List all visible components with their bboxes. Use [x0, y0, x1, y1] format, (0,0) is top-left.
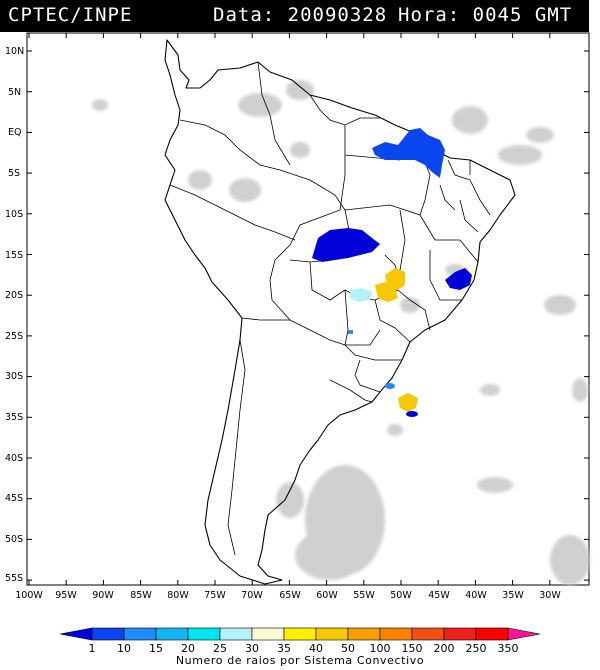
- lat-label: 20S: [5, 290, 23, 301]
- political-boundaries: [169, 61, 491, 556]
- lon-label: 30W: [539, 590, 561, 601]
- source-label: CPTEC/INPE: [8, 4, 133, 26]
- colorbar-label: 150: [402, 642, 423, 655]
- colorbar-box: [251, 627, 285, 641]
- lat-label: 25S: [5, 331, 23, 342]
- colorbar-label: 10: [117, 642, 131, 655]
- colorbar-label: 50: [341, 642, 355, 655]
- colorbar-boxes: [91, 627, 509, 641]
- colorbar-box: [187, 627, 221, 641]
- colorbar-label: 200: [434, 642, 455, 655]
- convective-system-mato-grosso: [312, 228, 380, 262]
- colorbar-box: [379, 627, 413, 641]
- convective-system-minas: [445, 268, 472, 290]
- colorbar-box: [219, 627, 253, 641]
- lat-label: 55S: [5, 573, 23, 584]
- colorbar-label: 30: [245, 642, 259, 655]
- lon-label: 35W: [502, 590, 524, 601]
- south-america-coastline: [164, 39, 516, 585]
- colorbar-label: 250: [466, 642, 487, 655]
- lon-label: 60W: [316, 590, 338, 601]
- colorbar-box: [475, 627, 509, 641]
- satellite-clouds: [92, 80, 590, 585]
- lon-label: 75W: [204, 590, 226, 601]
- lat-label: 40S: [5, 453, 23, 464]
- longitude-labels: 100W 95W 90W 85W 80W 75W 70W 65W 60W 55W…: [15, 590, 561, 601]
- lon-label: 65W: [279, 590, 301, 601]
- hour-label: Hora: 0045 GMT: [398, 4, 573, 26]
- lat-label: 10N: [5, 46, 24, 57]
- map-frame: [26, 32, 590, 586]
- convective-system-atlantic-core: [406, 411, 418, 417]
- latitude-labels: 10N 5N EQ 5S 10S 15S 20S 25S 30S 35S 40S…: [5, 46, 24, 584]
- colorbar-box: [347, 627, 381, 641]
- colorbar-label: 100: [370, 642, 391, 655]
- axis-ticks: [27, 33, 589, 585]
- colorbar-high-arrow: [507, 627, 541, 641]
- convective-system-para: [372, 128, 445, 178]
- lon-label: 45W: [428, 590, 450, 601]
- lat-label: 50S: [5, 534, 23, 545]
- colorbar-caption: Numero de raios por Sistema Convectivo: [176, 654, 424, 667]
- colorbar-label: 15: [149, 642, 163, 655]
- lat-label: 10S: [5, 209, 23, 220]
- lon-label: 55W: [353, 590, 375, 601]
- lat-label: 5N: [8, 87, 21, 98]
- lat-label: 45S: [5, 493, 23, 504]
- lat-label: EQ: [8, 127, 21, 138]
- lat-label: 35S: [5, 412, 23, 423]
- colorbar-box: [91, 627, 125, 641]
- colorbar-labels: 1 10 15 20 25 30 35 40 50 100 150 200 25…: [89, 642, 519, 655]
- colorbar-box: [443, 627, 477, 641]
- lon-label: 90W: [92, 590, 114, 601]
- lon-label: 100W: [15, 590, 43, 601]
- lon-label: 85W: [130, 590, 152, 601]
- convective-system-ms-south: [375, 282, 398, 302]
- convective-system-atlantic: [398, 393, 418, 412]
- colorbar-label: 25: [213, 642, 227, 655]
- colorbar-box: [411, 627, 445, 641]
- convective-system-bolivia: [350, 288, 372, 302]
- convective-system-small: [348, 330, 353, 334]
- date-label: Data: 20090328: [213, 4, 388, 26]
- colorbar-label: 35: [277, 642, 291, 655]
- colorbar-box: [155, 627, 189, 641]
- lat-label: 5S: [8, 168, 20, 179]
- colorbar-label: 20: [181, 642, 195, 655]
- convective-systems: [312, 128, 472, 417]
- colorbar-box: [283, 627, 317, 641]
- lat-label: 30S: [5, 371, 23, 382]
- colorbar-label: 1: [89, 642, 96, 655]
- map-header: CPTEC/INPE Data: 20090328 Hora: 0045 GMT: [0, 0, 589, 32]
- convective-system-uruguay: [385, 383, 395, 389]
- colorbar-label: 40: [309, 642, 323, 655]
- lon-label: 70W: [241, 590, 263, 601]
- convective-system-ms-north: [385, 268, 405, 290]
- lightning-color-scale: 1 10 15 20 25 30 35 40 50 100 150 200 25…: [59, 627, 541, 667]
- colorbar-box: [123, 627, 157, 641]
- lat-label: 15S: [5, 250, 23, 261]
- lon-label: 40W: [465, 590, 487, 601]
- colorbar-low-arrow: [59, 627, 93, 641]
- lon-label: 80W: [167, 590, 189, 601]
- lon-label: 50W: [390, 590, 412, 601]
- colorbar-label: 350: [498, 642, 519, 655]
- lon-label: 95W: [55, 590, 77, 601]
- colorbar-box: [315, 627, 349, 641]
